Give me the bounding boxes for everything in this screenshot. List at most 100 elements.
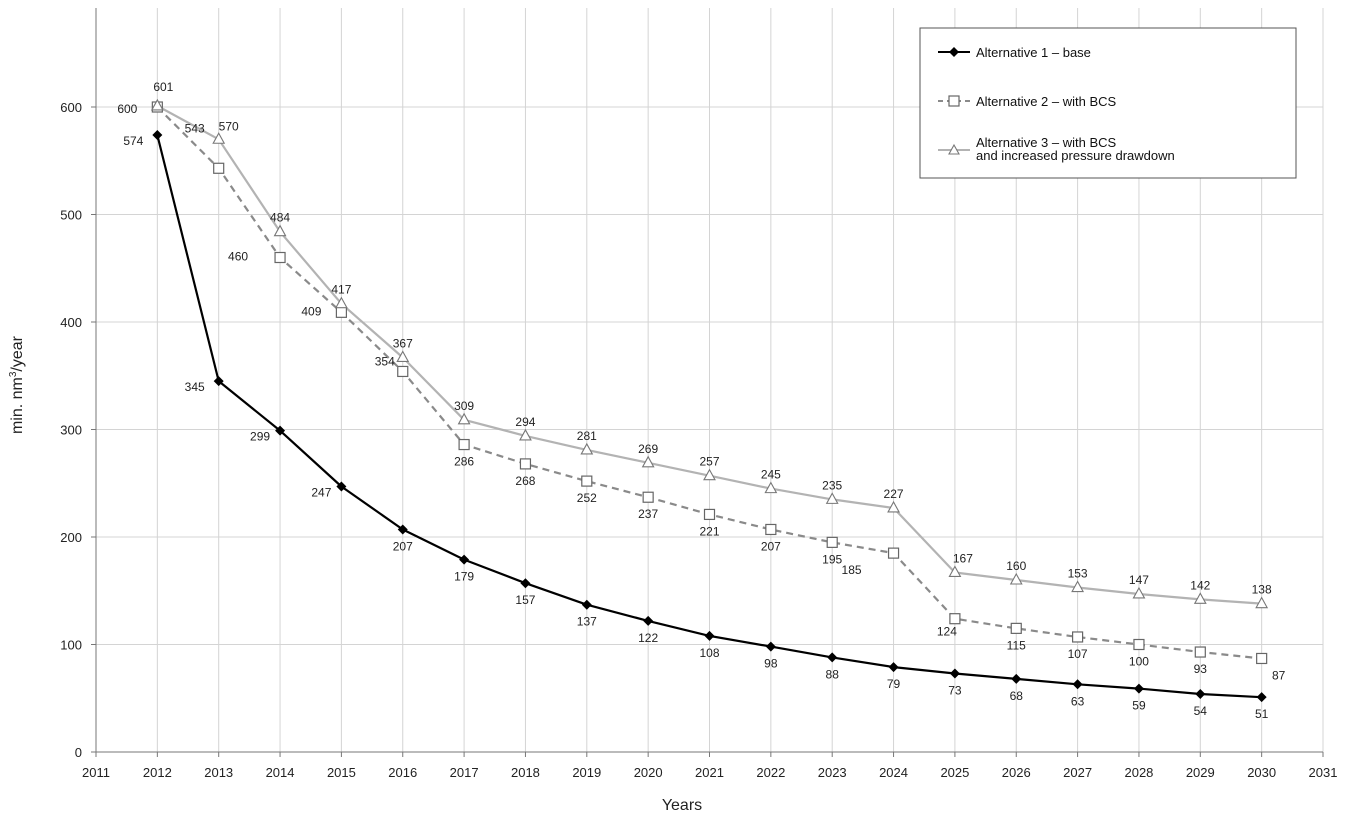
series-1-label-2027: 63 [1071, 694, 1085, 708]
series-1-point-2027 [1072, 679, 1083, 690]
y-tick-label-300: 300 [60, 423, 82, 438]
series-3-label-2028: 147 [1129, 573, 1149, 587]
series-3-point-2022 [764, 481, 778, 494]
series-2-label-2019: 252 [577, 491, 597, 505]
x-tick-label-2021: 2021 [695, 765, 724, 780]
y-axis-title-prefix: min. nm [9, 377, 26, 434]
x-tick-label-2011: 2011 [82, 765, 110, 780]
series-3-label-2025: 167 [953, 551, 973, 565]
series-2-label-2018: 268 [515, 474, 535, 488]
y-tick-label-100: 100 [60, 638, 82, 653]
series-1-label-2021: 108 [699, 646, 719, 660]
series-3-point-2025 [948, 565, 962, 578]
series-2-label-2026: 115 [1007, 638, 1026, 652]
series-1-point-2026 [1011, 673, 1022, 684]
series-2-label-2022: 207 [761, 539, 781, 553]
series-1-label-2016: 207 [393, 539, 413, 553]
legend-marker-1 [949, 47, 959, 57]
y-tick-label-0: 0 [75, 745, 82, 760]
y-axis-title: min. nm3/year [8, 335, 26, 434]
series-2-label-2012: 600 [117, 102, 137, 116]
series-1-point-2022 [765, 641, 776, 652]
series-1-label-2012: 574 [123, 134, 143, 148]
series-3-point-2015 [334, 296, 348, 309]
series-2-label-2029: 93 [1194, 662, 1208, 676]
series-1-point-2012 [152, 129, 163, 140]
series-1-point-2029 [1195, 688, 1206, 699]
series-3-label-2013: 570 [219, 119, 239, 133]
legend-marker-3 [948, 143, 960, 155]
series-1-label-2017: 179 [454, 570, 474, 584]
series-2-label-2015: 409 [301, 304, 321, 318]
x-tick-label-2029: 2029 [1186, 765, 1215, 780]
series-1-label-2024: 79 [887, 677, 901, 691]
series-1-point-2014 [275, 425, 286, 436]
series-1-point-2023 [827, 652, 838, 663]
legend-label-3-line2: and increased pressure drawdown [976, 148, 1175, 163]
series-1-point-2024 [888, 662, 899, 673]
series-1-label-2028: 59 [1132, 699, 1146, 713]
x-tick-label-2026: 2026 [1002, 765, 1031, 780]
x-tick-label-2017: 2017 [450, 765, 479, 780]
series-3-label-2024: 227 [884, 487, 904, 501]
series-3-point-2012 [150, 98, 164, 111]
series-2-point-2030 [1256, 652, 1268, 665]
series-3-label-2021: 257 [699, 455, 719, 469]
series-3-point-2014 [273, 224, 287, 237]
series-2-label-2025: 124 [937, 625, 957, 639]
series-2-point-2017 [458, 438, 470, 451]
y-tick-label-400: 400 [60, 315, 82, 330]
series-2-label-2017: 286 [454, 455, 474, 469]
series-2-label-2030: 87 [1272, 668, 1286, 682]
series-2-point-2029 [1194, 646, 1206, 658]
series-3-label-2019: 281 [577, 429, 597, 443]
series-2-point-2019 [581, 475, 593, 487]
series-group [150, 98, 1269, 703]
series-3-label-2027: 153 [1068, 567, 1088, 581]
series-1-point-2030 [1256, 692, 1267, 703]
series-2-point-2018 [519, 458, 532, 470]
y-tick-label-500: 500 [60, 208, 82, 223]
series-1-point-2018 [520, 578, 531, 589]
series-3-point-2018 [519, 428, 532, 441]
series-2-point-2014 [274, 251, 286, 264]
series-3-point-2029 [1193, 592, 1207, 604]
series-2-point-2013 [213, 162, 225, 174]
series-3-label-2022: 245 [761, 468, 781, 482]
legend-marker-2 [948, 95, 960, 107]
series-3-label-2026: 160 [1006, 559, 1026, 573]
series-1-point-2019 [581, 599, 592, 610]
series-2-point-2025 [949, 613, 961, 625]
x-tick-label-2024: 2024 [879, 765, 908, 780]
x-tick-label-2012: 2012 [143, 765, 172, 780]
series-1-label-2026: 68 [1010, 689, 1024, 703]
x-tick-label-2025: 2025 [940, 765, 969, 780]
series-3-label-2016: 367 [393, 336, 413, 350]
series-1-point-2017 [459, 554, 470, 565]
series-3-point-2027 [1071, 580, 1085, 593]
series-1-label-2019: 137 [577, 615, 597, 629]
x-tick-label-2027: 2027 [1063, 765, 1092, 780]
series-1-label-2020: 122 [638, 631, 658, 645]
series-1-label-2022: 98 [764, 657, 778, 671]
series-3-point-2028 [1132, 586, 1146, 599]
series-2-label-2024: 185 [842, 563, 862, 577]
series-2-point-2023 [826, 536, 838, 548]
y-tick-label-600: 600 [60, 100, 82, 115]
series-1-label-2029: 54 [1194, 704, 1208, 718]
grid [95, 8, 1324, 752]
series-3-point-2017 [457, 412, 471, 425]
series-1-label-2030: 51 [1255, 707, 1269, 721]
series-2-point-2028 [1133, 638, 1145, 651]
series-2-label-2023: 195 [822, 552, 842, 566]
series-3-point-2016 [396, 350, 410, 363]
series-2-point-2026 [1010, 622, 1022, 634]
x-tick-label-2022: 2022 [756, 765, 785, 780]
x-tick-label-2014: 2014 [266, 765, 295, 780]
series-1-label-2018: 157 [515, 593, 535, 607]
series-1-point-2016 [397, 524, 408, 535]
series-2-label-2021: 221 [699, 524, 719, 538]
legend: Alternative 1 – base Alternative 2 – wit… [919, 27, 1297, 179]
series-1-point-2028 [1133, 683, 1144, 694]
